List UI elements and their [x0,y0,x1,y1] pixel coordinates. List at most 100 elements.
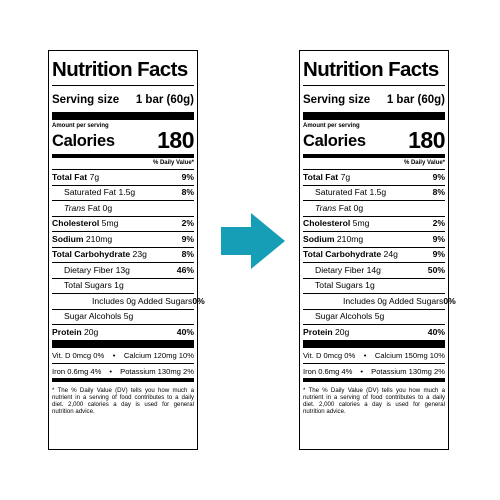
calories-label: Calories [52,132,115,150]
divider [52,154,194,158]
nutrient-label: Sugar Alcohols [315,311,373,322]
nutrient-amount: 24g [383,249,398,260]
label-title: Nutrition Facts [303,58,439,81]
nutrient-label: Total Carbohydrate [303,249,382,260]
vitamins-row: Iron 0.6mg 4% • Potassium 130mg 2% [52,362,194,378]
nutrient-dv: 2% [432,218,445,229]
nutrient-amount: 20g [84,326,99,337]
nutrient-amount: 0g [102,202,113,213]
nutrient-label: Cholesterol [303,218,351,229]
divider [52,339,194,348]
nutrient-row-total-sugars: Total Sugars 1g [52,277,194,294]
divider [52,112,194,120]
nutrient-row-trans-fat: Trans Fat 0g [52,200,194,216]
vitamin-d: Vit. D 0mcg 0% [52,350,105,360]
nutrient-row-trans-fat: Trans Fat 0g [303,200,445,216]
nutrient-dv: 40% [427,326,445,337]
nutrient-amount: 7g [89,171,100,182]
nutrient-label: Total Fat [303,171,339,182]
nutrient-label: Saturated Fat [64,187,117,198]
vitamins-row: Vit. D 0mcg 0% • Calcium 120mg 10% [52,348,194,363]
nutrient-row-sugar-alcohols: Sugar Alcohols 5g [303,308,445,325]
nutrient-amount: 1g [114,280,124,291]
nutrient-label: Total Carbohydrate [52,249,131,260]
nutrient-label: Protein [52,326,82,337]
serving-size-row: Serving size 1 bar (60g) [52,93,194,108]
daily-value-footnote: * The % Daily Value (DV) tells you how m… [303,386,445,416]
calcium: Calcium 120mg 10% [123,350,194,360]
bullet: • [363,350,367,360]
label-title: Nutrition Facts [52,58,188,81]
nutrient-row-saturated-fat: Saturated Fat 1.5g 8% [303,184,445,201]
nutrient-row-cholesterol: Cholesterol 5mg 2% [303,215,445,232]
nutrient-dv: 9% [181,233,194,244]
nutrient-amount: 14g [366,264,381,275]
divider [303,85,445,86]
nutrient-label-italic: Trans [315,202,337,213]
nutrient-dv: 8% [181,187,194,198]
nutrient-label: Cholesterol [52,218,100,229]
calories-value: 180 [157,127,194,153]
nutrient-dv: 9% [432,171,445,182]
serving-size-label: Serving size [303,94,371,106]
nutrient-row-added-sugars: Includes 0g Added Sugars 0% [303,293,456,309]
nutrient-row-sugar-alcohols: Sugar Alcohols 5g [52,308,194,325]
nutrient-row-protein: Protein 20g 40% [303,324,445,340]
nutrient-amount: 13g [115,264,130,275]
nutrient-dv: 0% [443,295,456,306]
nutrient-amount: 1.5g [369,187,387,198]
nutrient-amount: 23g [132,249,147,260]
divider [52,377,194,382]
nutrition-label-before: Nutrition Facts Serving size 1 bar (60g)… [48,50,205,450]
nutrient-label: Includes 0g Added Sugars [343,295,444,306]
nutrient-row-cholesterol: Cholesterol 5mg 2% [52,215,194,232]
daily-value-header: % Daily Value* [152,160,194,166]
nutrient-dv: 9% [432,249,445,260]
nutrient-label: Dietary Fiber [315,264,365,275]
nutrient-row-saturated-fat: Saturated Fat 1.5g 8% [52,184,194,201]
nutrient-amount: 20g [335,326,350,337]
nutrient-amount: 5g [123,311,134,322]
nutrient-row-sodium: Sodium 210mg 9% [52,231,194,247]
serving-size-row: Serving size 1 bar (60g) [303,93,445,108]
nutrient-row-total-carbohydrate: Total Carbohydrate 23g 8% [52,246,194,263]
arrow-right-icon [221,213,285,269]
divider [303,339,445,348]
nutrient-dv: 8% [181,249,194,260]
divider [52,85,194,86]
nutrient-amount: 0g [353,202,364,213]
calories-row: Calories 180 [52,127,194,153]
nutrient-row-total-fat: Total Fat 7g 9% [52,169,194,185]
nutrient-row-total-fat: Total Fat 7g 9% [303,169,445,185]
nutrient-amount: 5g [374,311,385,322]
nutrient-dv: 0% [192,295,205,306]
nutrient-row-dietary-fiber: Dietary Fiber 14g 50% [303,262,445,278]
iron: Iron 0.6mg 4% [52,366,102,376]
divider [303,377,445,382]
nutrient-amount: 210mg [85,233,113,244]
daily-value-footnote: * The % Daily Value (DV) tells you how m… [52,386,194,416]
nutrition-label-after: Nutrition Facts Serving size 1 bar (60g)… [299,50,456,450]
bullet: • [112,350,116,360]
nutrient-label: Protein [303,326,333,337]
nutrient-label: Total Fat [52,171,88,182]
daily-value-header: % Daily Value* [403,160,445,166]
nutrient-amount: 210mg [336,233,364,244]
calories-label: Calories [303,132,366,150]
calories-row: Calories 180 [303,129,445,152]
calcium: Calcium 150mg 10% [374,350,445,360]
nutrient-amount: 1.5g [118,187,136,198]
nutrient-label: Sugar Alcohols [64,311,122,322]
arrow-shape [221,213,285,269]
nutrient-amount: 5mg [352,218,370,229]
nutrient-row-sodium: Sodium 210mg 9% [303,231,445,247]
nutrient-amount: 5mg [101,218,119,229]
vitamin-d: Vit. D 0mcg 0% [303,350,356,360]
nutrient-label: Total Sugars [64,280,112,291]
bullet: • [360,366,364,376]
serving-size-label: Serving size [52,94,120,106]
nutrient-row-total-sugars: Total Sugars 1g [303,277,445,294]
nutrient-label: Fat [87,202,101,213]
vitamins-row: Iron 0.6mg 4% • Potassium 130mg 2% [303,362,445,378]
nutrient-label: Sodium [303,233,335,244]
